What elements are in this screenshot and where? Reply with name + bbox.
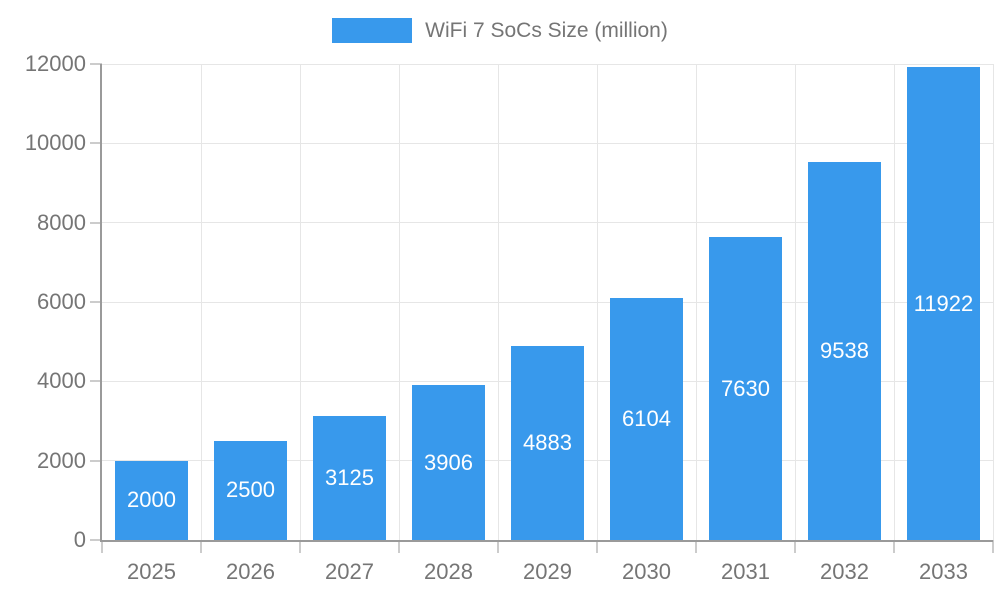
legend-swatch: [332, 18, 413, 43]
legend[interactable]: WiFi 7 SoCs Size (million): [0, 18, 1000, 43]
x-axis-label: 2028: [424, 559, 473, 584]
bar-2031[interactable]: [709, 237, 782, 540]
x-gridline: [200, 64, 202, 540]
y-tick-mark: [90, 142, 102, 145]
x-tick-mark: [992, 540, 994, 553]
x-axis-label: 2029: [523, 559, 572, 584]
x-gridline: [596, 64, 598, 540]
x-tick-mark: [299, 540, 301, 553]
y-tick-mark: [90, 539, 102, 541]
y-axis-label: 8000: [37, 209, 86, 235]
x-tick-mark: [794, 540, 796, 553]
x-axis-label: 2026: [226, 559, 275, 584]
y-gridline: [102, 63, 993, 65]
x-tick-mark: [893, 540, 895, 553]
y-gridline: [102, 301, 993, 303]
y-tick-mark: [90, 459, 102, 462]
y-gridline: [102, 142, 993, 144]
bar-2030[interactable]: [610, 297, 683, 540]
x-tick-mark: [695, 540, 697, 553]
bar-2027[interactable]: [313, 416, 386, 540]
bar-2025[interactable]: [115, 460, 188, 540]
y-tick-mark: [90, 380, 102, 383]
y-tick-mark: [90, 301, 102, 303]
y-tick-mark: [90, 221, 102, 224]
bar-2032[interactable]: [808, 161, 881, 540]
x-axis-label: 2030: [622, 559, 671, 584]
y-axis-label: 2000: [37, 447, 86, 473]
x-tick-mark: [101, 540, 103, 553]
bar-2028[interactable]: [412, 385, 485, 540]
x-gridline: [794, 64, 796, 540]
x-axis-line: [100, 540, 993, 542]
x-tick-mark: [497, 540, 499, 553]
y-axis-label: 10000: [24, 130, 86, 156]
x-tick-mark: [596, 540, 598, 553]
x-axis-label: 2025: [127, 559, 176, 584]
x-gridline: [695, 64, 697, 540]
y-axis-label: 4000: [37, 368, 86, 394]
y-tick-mark: [90, 63, 102, 65]
x-axis-label: 2027: [325, 559, 374, 584]
y-gridline: [102, 222, 993, 224]
bar-2033[interactable]: [907, 67, 980, 540]
bar-2029[interactable]: [511, 346, 584, 540]
legend-label: WiFi 7 SoCs Size (million): [425, 19, 668, 42]
x-axis-label: 2032: [820, 559, 869, 584]
x-gridline: [398, 64, 400, 540]
x-gridline: [299, 64, 301, 540]
x-tick-mark: [200, 540, 202, 553]
x-gridline: [497, 64, 499, 540]
x-tick-mark: [398, 540, 400, 553]
x-gridline: [893, 64, 895, 540]
y-axis-label: 12000: [24, 51, 86, 76]
y-axis-line: [100, 64, 102, 540]
y-axis-label: 0: [73, 527, 86, 552]
bar-2026[interactable]: [214, 440, 287, 540]
y-axis-label: 6000: [37, 289, 86, 314]
plot-area: 0 2000 4000 6000 8000 10000 12000 2000 2025 2500 2…: [25, 51, 994, 584]
x-axis-label: 2031: [721, 559, 770, 584]
x-axis-label: 2033: [919, 559, 968, 584]
x-gridline: [992, 64, 994, 540]
